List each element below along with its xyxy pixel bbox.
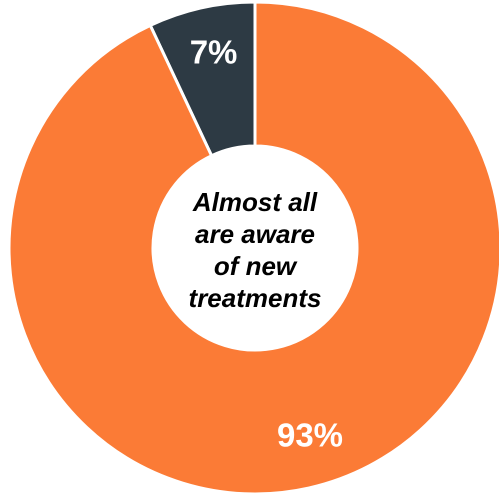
slice-1 (7, 0, 499, 496)
center-caption-line-4: treatments (188, 283, 322, 313)
center-caption-line-3: of new (213, 251, 297, 281)
slice-label-1: 93% (277, 417, 343, 454)
center-caption-line-1: Almost all (192, 187, 318, 217)
center-caption-line-2: are aware (195, 219, 315, 249)
donut-slices (7, 0, 499, 496)
center-caption: Almost all are aware of new treatments (155, 170, 355, 330)
slice-label-0: 7% (190, 34, 238, 71)
slice-labels: 7% 93% (190, 34, 343, 454)
